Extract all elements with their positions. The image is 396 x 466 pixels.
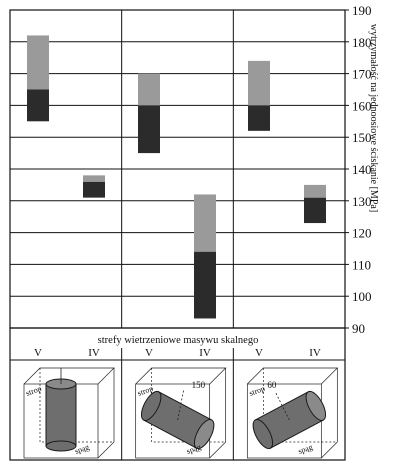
- strop-label: strop: [25, 384, 43, 398]
- y-axis-label: wytrzymałość na jednoosiowe ściskanie [M…: [368, 24, 379, 212]
- angle-line: [274, 391, 290, 421]
- bars: [27, 35, 326, 319]
- y-tick-label: 190: [352, 3, 372, 18]
- bar-segment: [138, 73, 160, 106]
- cylinder-base: [45, 440, 77, 452]
- category-label: IV: [309, 347, 321, 359]
- category-label: V: [145, 347, 153, 359]
- cube-hidden-edges: [151, 368, 226, 443]
- spag-label: spąg: [297, 442, 314, 455]
- bar-segment: [27, 89, 49, 122]
- bar-segment: [194, 194, 216, 252]
- cube-side: [97, 368, 115, 459]
- y-tick-label: 170: [352, 67, 372, 82]
- x-axis-label: strefy wietrzeniowe masywu skalnego: [98, 335, 259, 346]
- rock-sample-cylinder: [140, 390, 215, 450]
- angle-label: 60: [267, 380, 277, 390]
- y-tick-label: 130: [352, 194, 372, 209]
- lower-panel-border: [9, 327, 346, 461]
- y-tick-label: 110: [352, 257, 371, 272]
- strop-label: strop: [248, 384, 266, 398]
- cylinder-group: [140, 390, 215, 450]
- cylinder-body: [45, 383, 77, 447]
- bar-segment: [304, 197, 326, 224]
- y-tick-label: 90: [352, 321, 365, 336]
- bar-segment: [83, 181, 105, 198]
- y-tick-label: 100: [352, 289, 372, 304]
- cylinder-base: [252, 419, 274, 450]
- cube-hidden-edges: [39, 368, 114, 443]
- orientation-diagram: strop 60 spąg: [246, 367, 339, 459]
- bar-segment: [194, 251, 216, 319]
- cube-top: [23, 367, 115, 385]
- category-label: V: [34, 347, 42, 359]
- category-label: IV: [88, 347, 100, 359]
- spag-label: spąg: [185, 442, 202, 455]
- cube-side: [321, 368, 338, 459]
- y-tick-label: 150: [352, 130, 372, 145]
- y-tick-label: 120: [352, 226, 372, 241]
- y-axis: 90 100 110 120 130 140 150 160 170 180 190: [345, 3, 372, 336]
- category-label: IV: [199, 347, 211, 359]
- bar-segment: [304, 184, 326, 198]
- cylinder-top: [193, 419, 215, 450]
- y-tick-label: 180: [352, 35, 372, 50]
- rock-cube: [23, 367, 115, 459]
- y-tick-label: 140: [352, 162, 372, 177]
- category-labels: V IV V IV V IV: [34, 347, 321, 359]
- grid: [10, 9, 345, 329]
- cube-side: [209, 368, 227, 459]
- y-tick-label: 160: [352, 98, 372, 113]
- bar-segment: [248, 105, 270, 131]
- rock-sample-cylinder: [45, 378, 77, 452]
- cylinder-base: [140, 390, 162, 421]
- cylinder-top: [305, 390, 327, 421]
- rock-cube: [135, 367, 227, 459]
- cube-top: [247, 367, 339, 385]
- angle-line: [177, 389, 185, 421]
- angle-label: 150: [192, 380, 206, 390]
- cube-top: [135, 367, 227, 385]
- bar-segment: [248, 60, 270, 106]
- bar-segment: [83, 175, 105, 182]
- category-label: V: [255, 347, 263, 359]
- bar-segment: [138, 105, 160, 154]
- bar-segment: [27, 35, 49, 90]
